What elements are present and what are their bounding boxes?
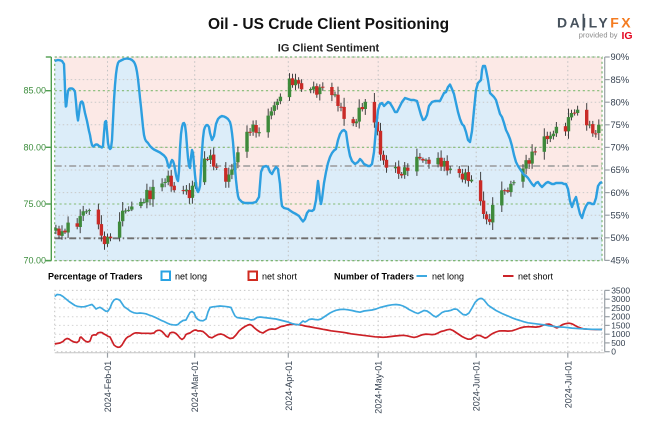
svg-text:provided by: provided by [579, 31, 618, 40]
svg-text:90%: 90% [611, 52, 630, 62]
svg-text:net long: net long [175, 272, 207, 282]
svg-text:3000: 3000 [611, 294, 630, 304]
svg-text:DAILYFX: DAILYFX [557, 14, 633, 30]
svg-text:1500: 1500 [611, 320, 630, 330]
svg-text:Oil - US Crude Client Position: Oil - US Crude Client Positioning [208, 16, 449, 33]
svg-text:IG: IG [622, 30, 633, 42]
svg-text:70%: 70% [611, 143, 630, 153]
svg-text:65%: 65% [611, 165, 630, 175]
svg-text:0: 0 [611, 347, 616, 357]
svg-text:2500: 2500 [611, 303, 630, 313]
svg-text:55%: 55% [611, 210, 630, 220]
svg-text:2024-Jun-01: 2024-Jun-01 [472, 361, 482, 412]
svg-text:Percentage of Traders: Percentage of Traders [48, 272, 143, 282]
svg-text:2024-May-01: 2024-May-01 [374, 361, 384, 414]
svg-text:IG Client Sentiment: IG Client Sentiment [278, 43, 380, 55]
svg-text:net long: net long [432, 272, 464, 282]
svg-text:net short: net short [518, 272, 554, 282]
svg-text:3500: 3500 [611, 285, 630, 295]
svg-text:60%: 60% [611, 188, 630, 198]
svg-text:2024-Apr-01: 2024-Apr-01 [284, 361, 294, 411]
svg-text:Number of Traders: Number of Traders [334, 272, 414, 282]
svg-text:500: 500 [611, 338, 625, 348]
svg-text:70.00: 70.00 [23, 256, 46, 266]
svg-text:80.00: 80.00 [23, 142, 46, 152]
svg-text:2024-Feb-01: 2024-Feb-01 [103, 361, 113, 413]
svg-text:net short: net short [262, 272, 298, 282]
svg-text:75.00: 75.00 [23, 199, 46, 209]
svg-text:45%: 45% [611, 256, 630, 266]
svg-text:2024-Mar-01: 2024-Mar-01 [190, 361, 200, 413]
svg-text:50%: 50% [611, 233, 630, 243]
svg-text:80%: 80% [611, 97, 630, 107]
svg-text:85.00: 85.00 [23, 86, 46, 96]
svg-text:1000: 1000 [611, 329, 630, 339]
svg-text:2000: 2000 [611, 312, 630, 322]
svg-text:2024-Jul-01: 2024-Jul-01 [563, 361, 573, 409]
svg-text:85%: 85% [611, 75, 630, 85]
svg-text:75%: 75% [611, 120, 630, 130]
